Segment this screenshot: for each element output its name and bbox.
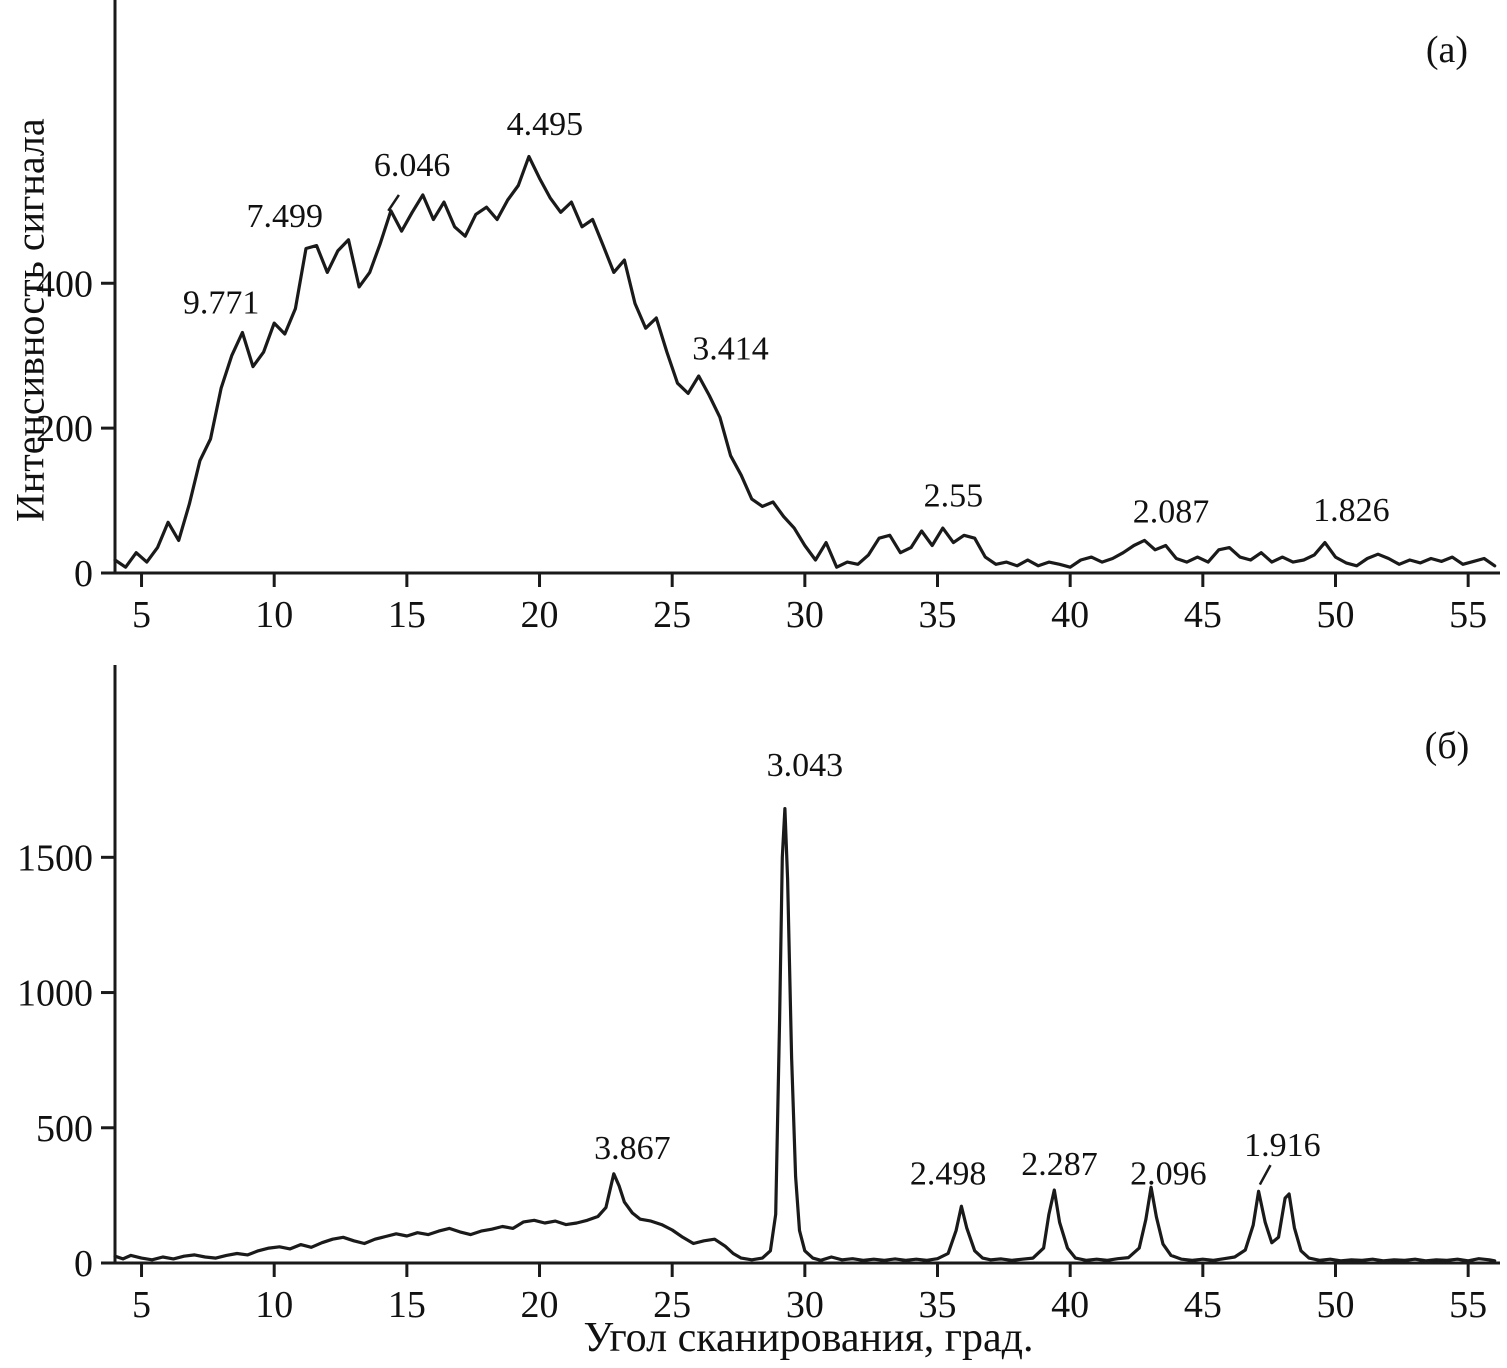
x-tick-label: 25 <box>653 1284 691 1318</box>
x-tick-label: 20 <box>521 594 559 636</box>
panel-label: (а) <box>1426 29 1468 71</box>
peak-annotation: 2.287 <box>1021 1146 1098 1183</box>
chart-panel-a: 5 10 15 20 25 30 35 40 45 50 55 0 200 400 9.771 7.499 6.… <box>36 0 1500 636</box>
panel-label: (б) <box>1425 725 1470 767</box>
peak-annotation: 2.087 <box>1133 493 1210 530</box>
chart-panel-b: 5 10 15 20 25 30 35 40 45 50 55 0 500 1000 1500 3.867 3.… <box>17 665 1500 1318</box>
peak-annotation: 3.867 <box>594 1130 671 1167</box>
x-tick-label: 10 <box>255 1284 293 1318</box>
peak-annotation: 2.55 <box>924 477 984 514</box>
x-tick-label: 15 <box>388 1284 426 1318</box>
x-tick-label: 30 <box>786 1284 824 1318</box>
x-tick-label: 55 <box>1449 594 1487 636</box>
y-tick-label: 400 <box>36 263 93 305</box>
x-tick-label: 55 <box>1449 1284 1487 1318</box>
y-tick-label: 1500 <box>17 837 93 879</box>
peak-annotation: 4.495 <box>507 106 584 143</box>
x-tick-label: 30 <box>786 594 824 636</box>
peak-annotation: 6.046 <box>374 147 451 184</box>
x-tick-label: 50 <box>1316 1284 1354 1318</box>
y-tick-label: 1000 <box>17 973 93 1015</box>
x-tick-label: 15 <box>388 594 426 636</box>
peak-annotation: 1.916 <box>1244 1127 1321 1164</box>
x-axis-label: Угол сканирования, град. <box>583 1315 1034 1361</box>
y-tick-label: 500 <box>36 1108 93 1150</box>
series-line <box>113 154 1497 569</box>
peak-annotation: 9.771 <box>183 285 260 322</box>
peak-annotation: 7.499 <box>247 198 324 235</box>
peak-annotation: 1.826 <box>1313 492 1390 529</box>
x-tick-label: 35 <box>919 594 957 636</box>
x-tick-label: 20 <box>521 1284 559 1318</box>
x-tick-label: 45 <box>1184 1284 1222 1318</box>
x-tick-label: 5 <box>132 594 151 636</box>
x-tick-label: 40 <box>1051 1284 1089 1318</box>
x-tick-label: 40 <box>1051 594 1089 636</box>
x-tick-label: 5 <box>132 1284 151 1318</box>
x-tick-label: 10 <box>255 594 293 636</box>
annotation-leader-line <box>387 194 400 212</box>
annotation-leader-line <box>1258 1164 1272 1186</box>
peak-annotation: 3.414 <box>692 330 769 367</box>
y-tick-label: 200 <box>36 408 93 450</box>
x-tick-label: 50 <box>1316 594 1354 636</box>
y-tick-label: 0 <box>74 1243 93 1285</box>
y-tick-label: 0 <box>74 553 93 595</box>
peak-annotation: 3.043 <box>767 747 844 784</box>
x-tick-label: 45 <box>1184 594 1222 636</box>
x-tick-label: 25 <box>653 594 691 636</box>
peak-annotation: 2.096 <box>1130 1156 1207 1193</box>
x-tick-label: 35 <box>919 1284 957 1318</box>
peak-annotation: 2.498 <box>910 1156 987 1193</box>
series-line <box>113 807 1497 1263</box>
